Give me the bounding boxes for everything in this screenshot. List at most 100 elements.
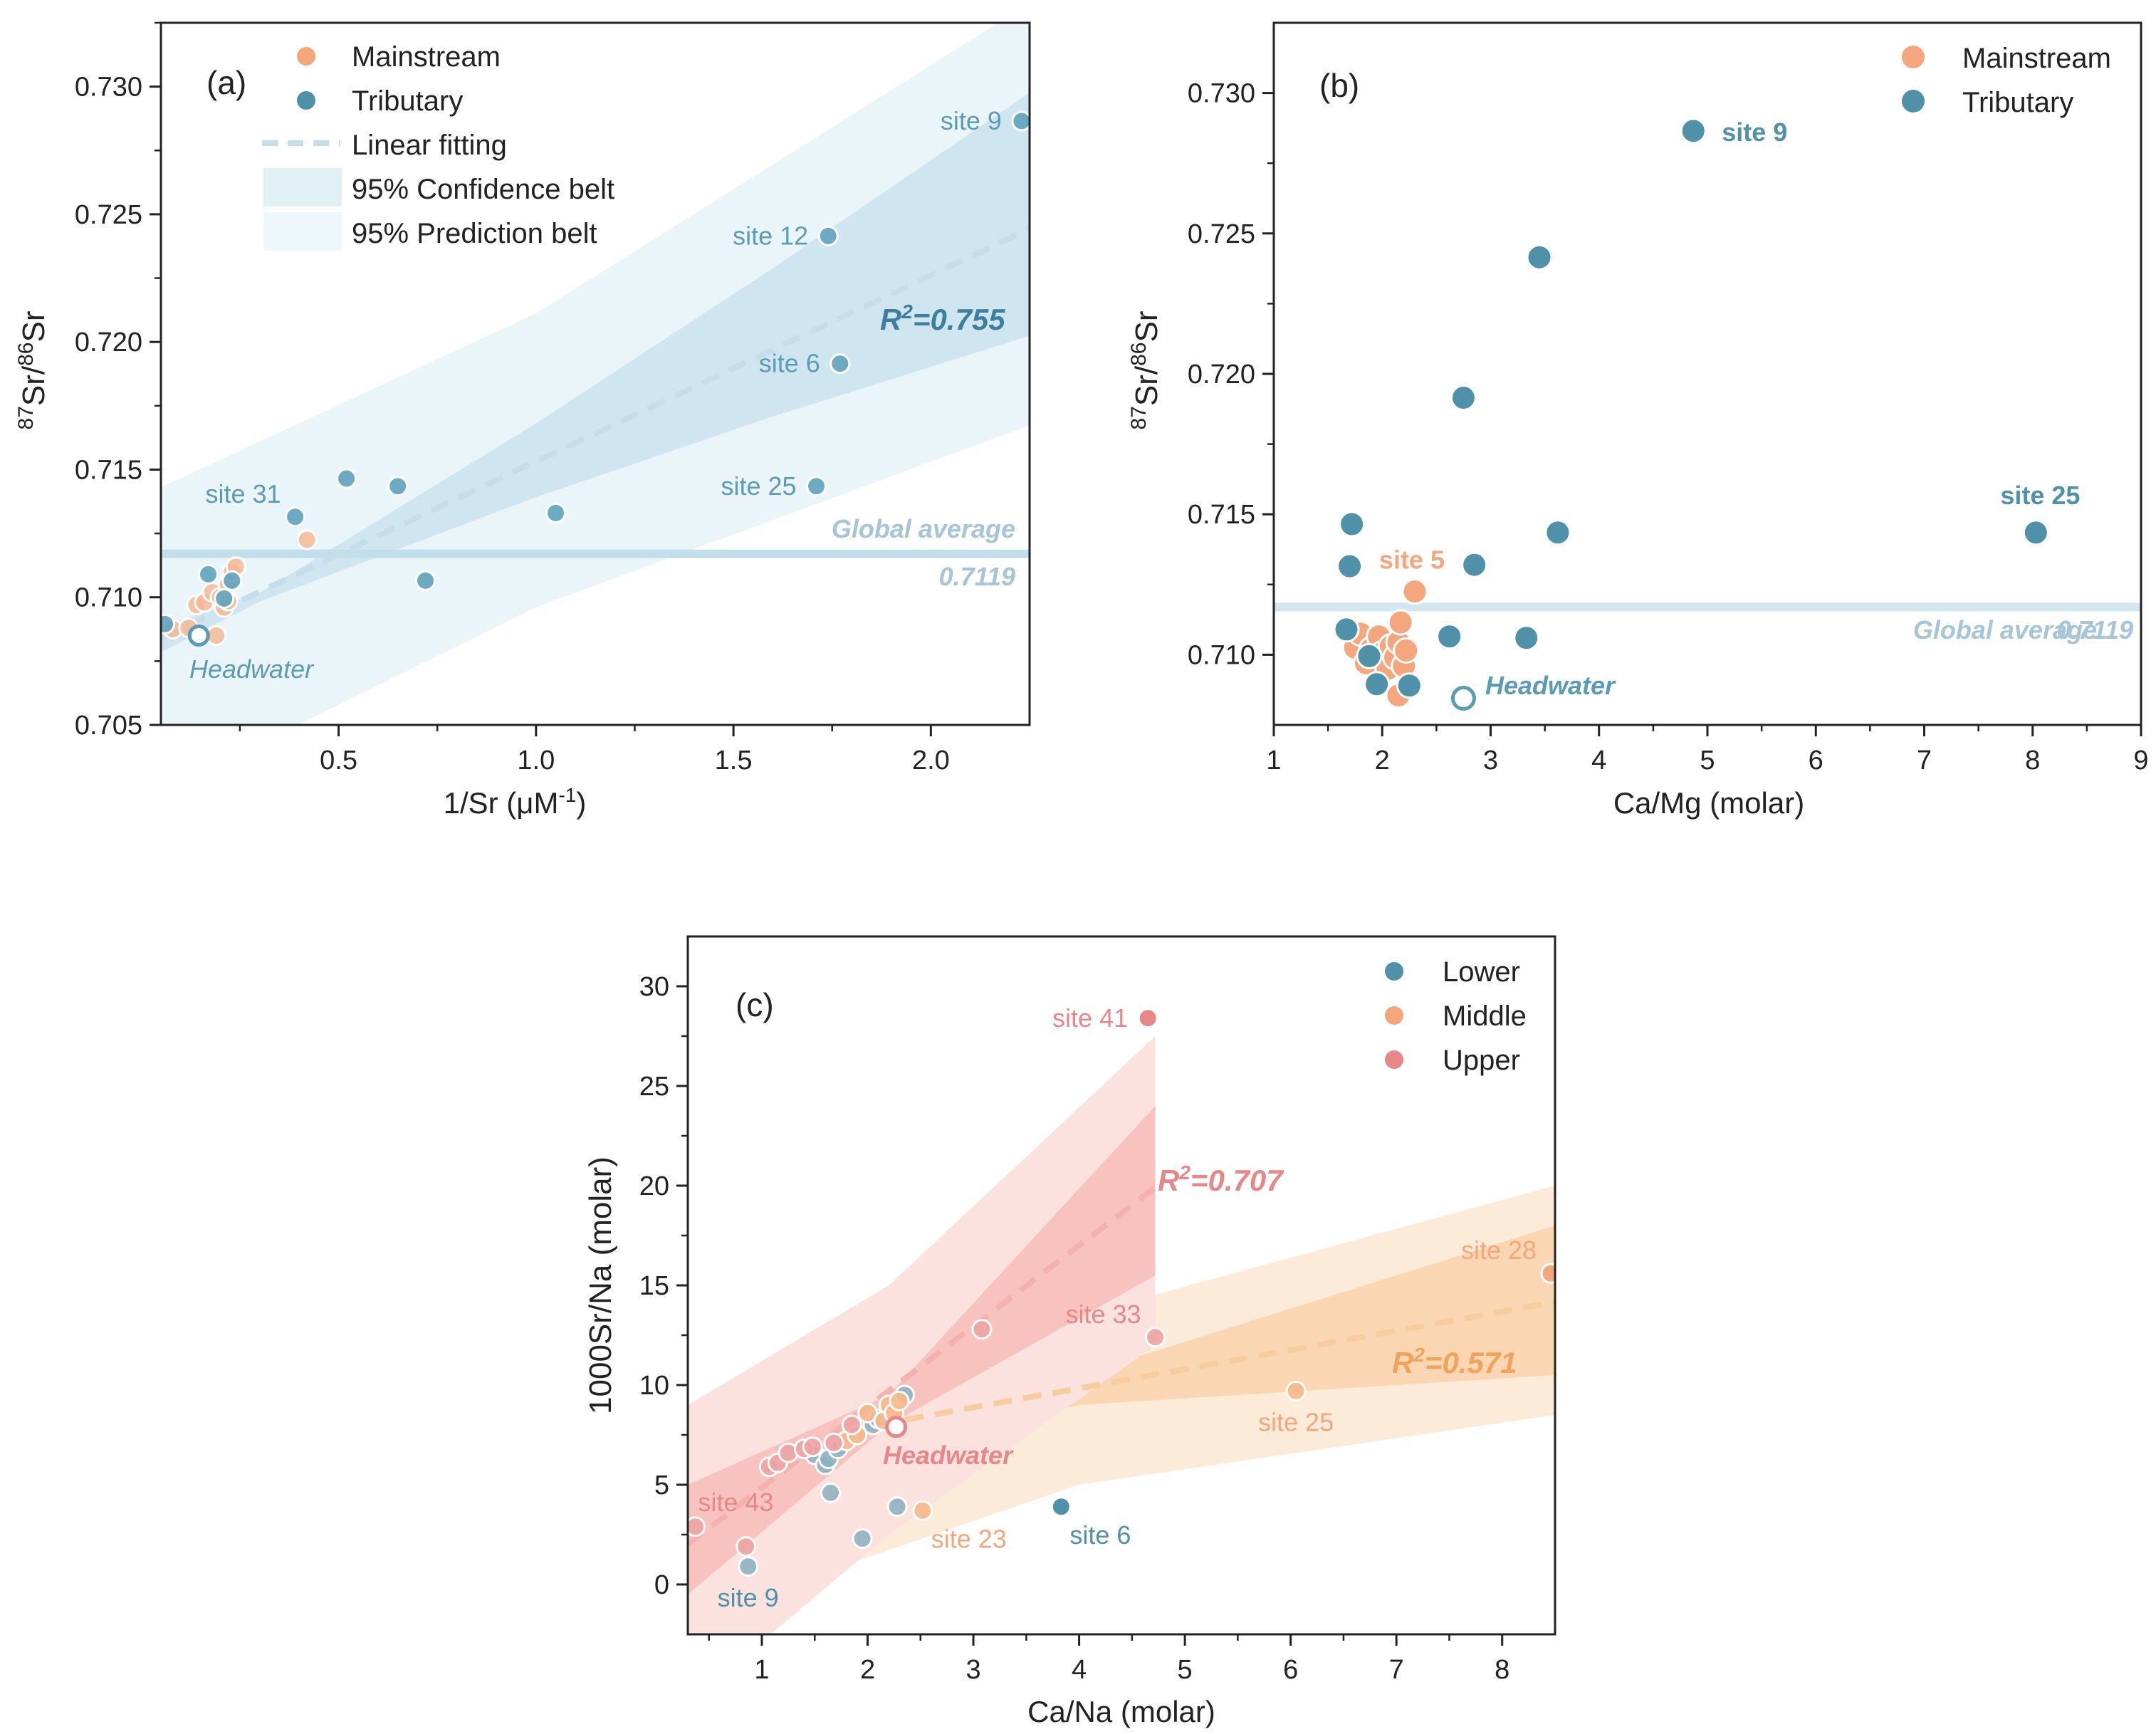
site-label: site 33: [1065, 1300, 1141, 1329]
middle-point: [889, 1390, 910, 1411]
site-label: site 12: [733, 221, 808, 250]
legend-lower-marker: [1385, 962, 1403, 981]
site-label: site 41: [1052, 1003, 1128, 1033]
legend-b-tributary-marker: [1902, 90, 1925, 113]
tributary-point: [1526, 244, 1553, 271]
highlight-point: [1137, 1008, 1158, 1029]
headwater-point: [187, 625, 210, 647]
site-label: site 9: [1722, 117, 1787, 147]
legend-confidence-marker: [263, 168, 342, 207]
y-tick-label: 20: [639, 1171, 669, 1201]
panel-c-label: (c): [736, 986, 774, 1023]
tributary-point: [2022, 519, 2049, 546]
tributary-point: [161, 613, 176, 634]
tributary-point: [817, 225, 839, 246]
site-label: site 6: [759, 349, 820, 378]
legend-tributary-label: Tributary: [352, 85, 463, 117]
panel-c-fit-lines: [688, 1185, 1555, 1547]
x-tick-label: 7: [1389, 1655, 1404, 1685]
panel-a: 0.5 1.0 1.5 2.0 0.705 0.710 0.715 0.720 0.725 0.7…: [14, 21, 1031, 820]
panel-a-frame: [159, 21, 1031, 726]
tributary-point: [285, 506, 306, 528]
y-tick-label: 0.730: [75, 73, 142, 103]
middle-point: [857, 1402, 879, 1424]
highlight-point: [1540, 1263, 1555, 1284]
panel-a-points: [161, 110, 1030, 647]
mainstream-point: [1387, 609, 1414, 636]
y-tick-label: 0.715: [1188, 500, 1255, 530]
tributary-point: [1396, 672, 1423, 699]
x-tick-label: 6: [1809, 746, 1823, 775]
tributary-point: [1356, 642, 1383, 669]
site-label: site 25: [721, 471, 796, 501]
panel-a-global-average-value: 0.7119: [939, 562, 1015, 591]
x-tick-label: 6: [1283, 1655, 1298, 1685]
x-tick-label: 1: [1266, 746, 1281, 775]
tributary-point: [1339, 511, 1366, 538]
panel-a-global-average-label: Global average: [832, 514, 1015, 543]
upper-fit-line: [688, 1185, 1157, 1547]
tributary-point: [415, 570, 436, 591]
panel-a-xlabel: 1/Sr (μM-1): [444, 784, 587, 820]
x-tick-label: 1: [754, 1655, 769, 1685]
upper-point: [802, 1436, 823, 1458]
panel-b-points: [1333, 117, 2049, 711]
x-tick-label: 4: [1591, 746, 1606, 775]
panel-a-legend: Mainstream Tributary Linear fitting 95% …: [262, 41, 614, 251]
x-tick-label: 2: [860, 1655, 875, 1685]
x-tick-label: 5: [1178, 1655, 1193, 1685]
x-tick-label: 9: [2133, 746, 2148, 775]
panel-c-points: [688, 1008, 1555, 1577]
panel-a-ylabel: 87Sr/86Sr: [14, 311, 51, 430]
site-label: site 31: [205, 479, 281, 508]
legend-upper-label: Upper: [1443, 1045, 1520, 1076]
legend-mainstream-marker: [297, 47, 315, 66]
y-tick-label: 0.720: [1188, 360, 1255, 390]
mainstream-point: [1393, 637, 1420, 664]
headwater-point: [1450, 686, 1476, 711]
legend-prediction-marker: [263, 212, 342, 251]
panel-b-global-average-label: Global average: [1913, 615, 2097, 644]
legend-middle-label: Middle: [1443, 1001, 1527, 1032]
site-label: site 6: [1069, 1520, 1131, 1550]
x-tick-label: 2.0: [912, 746, 950, 775]
tributary-point: [1680, 117, 1707, 145]
panel-b-label: (b): [1319, 67, 1359, 104]
panel-b: 1 2 3 4 5 6 7 8 9 0.710 0.715 0.720 0.725 0.730 site 9…: [1127, 21, 2149, 820]
tributary-point: [545, 502, 567, 523]
x-tick-label: 7: [1917, 746, 1932, 775]
y-tick-label: 0.715: [75, 455, 142, 485]
y-tick-label: 0.730: [1188, 79, 1255, 109]
panel-b-xlabel: Ca/Mg (molar): [1613, 786, 1804, 820]
legend-tributary-marker: [297, 91, 315, 110]
y-tick-label: 25: [639, 1072, 669, 1102]
highlight-point: [1050, 1496, 1072, 1518]
site-label: site 9: [718, 1583, 779, 1612]
y-tick-label: 0.725: [1188, 219, 1255, 249]
upper-point: [841, 1414, 862, 1436]
legend-lower-label: Lower: [1443, 956, 1520, 988]
x-tick-label: 3: [1483, 746, 1498, 775]
panel-c-r2-middle: R2=0.571: [1392, 1344, 1517, 1379]
x-tick-label: 8: [2025, 746, 2040, 775]
legend-prediction-label: 95% Prediction belt: [352, 218, 597, 249]
panel-c-ylabel: 1000Sr/Na (molar): [583, 1156, 618, 1414]
legend-b-mainstream-label: Mainstream: [1962, 43, 2111, 74]
middle-point: [1285, 1380, 1307, 1401]
panel-c: 1 2 3 4 5 6 7 8 0 5 10 15 20 25 30 site 41 site 33 site 2…: [583, 935, 1556, 1728]
tributary-point: [221, 570, 243, 591]
tributary-point: [214, 588, 235, 610]
x-tick-label: 4: [1072, 1655, 1087, 1685]
tributary-point: [830, 353, 851, 375]
panel-a-bands: [161, 23, 1030, 725]
panel-c-xlabel: Ca/Na (molar): [1027, 1695, 1215, 1728]
panel-a-label: (a): [206, 64, 246, 101]
tributary-point: [198, 563, 219, 585]
tributary-point: [1461, 551, 1488, 578]
legend-mainstream-label: Mainstream: [352, 41, 501, 73]
lower-point: [852, 1528, 873, 1550]
x-tick-label: 5: [1700, 746, 1715, 775]
y-tick-label: 15: [639, 1271, 669, 1301]
lower-point: [738, 1556, 759, 1577]
